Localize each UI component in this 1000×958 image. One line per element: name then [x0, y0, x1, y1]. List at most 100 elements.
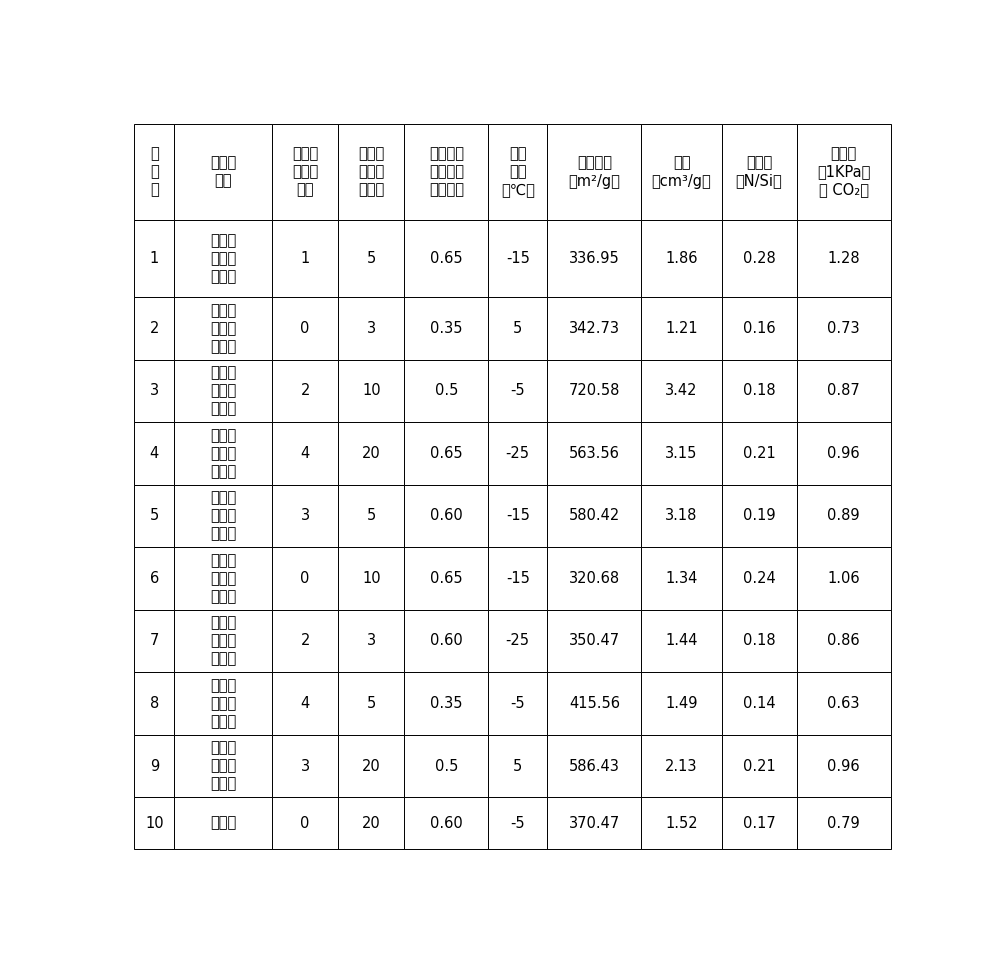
Text: 320.68: 320.68 — [569, 571, 620, 586]
Bar — [722, 547, 797, 609]
Text: 2: 2 — [300, 383, 310, 399]
Bar — [174, 124, 272, 220]
Bar — [797, 735, 891, 797]
Text: 氨基硬氧
烷与硬氧
烷摸尔比: 氨基硬氧 烷与硬氧 烷摸尔比 — [429, 147, 464, 197]
Text: 8: 8 — [150, 696, 159, 711]
Text: 720.58: 720.58 — [569, 383, 620, 399]
Text: 415.56: 415.56 — [569, 696, 620, 711]
Bar — [547, 673, 641, 735]
Bar — [338, 220, 404, 297]
Text: 2: 2 — [300, 633, 310, 649]
Bar — [404, 609, 488, 673]
Text: 0: 0 — [300, 321, 310, 336]
Bar — [134, 547, 174, 609]
Bar — [174, 797, 272, 849]
Text: 5: 5 — [150, 509, 159, 523]
Text: 0.65: 0.65 — [430, 251, 463, 266]
Bar — [797, 673, 891, 735]
Bar — [404, 673, 488, 735]
Text: 比表面积
（m²/g）: 比表面积 （m²/g） — [568, 155, 620, 189]
Text: 5: 5 — [513, 321, 522, 336]
Bar — [272, 124, 338, 220]
Bar — [722, 220, 797, 297]
Bar — [488, 359, 547, 422]
Bar — [547, 485, 641, 547]
Bar — [488, 220, 547, 297]
Bar — [641, 609, 722, 673]
Bar — [272, 297, 338, 359]
Text: 0.60: 0.60 — [430, 633, 463, 649]
Bar — [404, 422, 488, 485]
Bar — [488, 609, 547, 673]
Text: 0: 0 — [300, 571, 310, 586]
Bar — [134, 797, 174, 849]
Text: 9: 9 — [150, 759, 159, 773]
Bar — [338, 422, 404, 485]
Bar — [134, 485, 174, 547]
Text: 0.86: 0.86 — [827, 633, 860, 649]
Text: 6: 6 — [150, 571, 159, 586]
Bar — [174, 297, 272, 359]
Bar — [547, 422, 641, 485]
Text: 氨丙基
三乙氧
基硬烷: 氨丙基 三乙氧 基硬烷 — [210, 490, 236, 541]
Bar — [488, 673, 547, 735]
Text: 1: 1 — [150, 251, 159, 266]
Bar — [134, 609, 174, 673]
Text: 0.28: 0.28 — [743, 251, 775, 266]
Text: 7: 7 — [150, 633, 159, 649]
Text: 0.79: 0.79 — [827, 815, 860, 831]
Text: 孔容
（cm³/g）: 孔容 （cm³/g） — [652, 155, 711, 189]
Text: 0.5: 0.5 — [435, 383, 458, 399]
Text: 1.06: 1.06 — [827, 571, 860, 586]
Bar — [797, 485, 891, 547]
Bar — [488, 422, 547, 485]
Bar — [404, 547, 488, 609]
Bar — [488, 124, 547, 220]
Bar — [338, 297, 404, 359]
Text: -25: -25 — [506, 633, 530, 649]
Text: 342.73: 342.73 — [569, 321, 620, 336]
Text: 0.35: 0.35 — [430, 321, 463, 336]
Text: 0.96: 0.96 — [827, 759, 860, 773]
Bar — [641, 673, 722, 735]
Bar — [722, 485, 797, 547]
Bar — [338, 485, 404, 547]
Bar — [797, 547, 891, 609]
Text: 1.34: 1.34 — [665, 571, 698, 586]
Bar — [272, 359, 338, 422]
Bar — [488, 297, 547, 359]
Text: -5: -5 — [510, 383, 525, 399]
Bar — [488, 735, 547, 797]
Text: 乙醇与
硬氧烷
摸尔比: 乙醇与 硬氧烷 摸尔比 — [358, 147, 384, 197]
Text: 0.35: 0.35 — [430, 696, 463, 711]
Text: 氨丙基
三乙氧
基硬烷: 氨丙基 三乙氧 基硬烷 — [210, 428, 236, 479]
Bar — [404, 220, 488, 297]
Text: 0.17: 0.17 — [743, 815, 775, 831]
Bar — [547, 124, 641, 220]
Bar — [547, 359, 641, 422]
Bar — [722, 124, 797, 220]
Bar — [272, 609, 338, 673]
Text: 0.87: 0.87 — [827, 383, 860, 399]
Bar — [134, 297, 174, 359]
Bar — [404, 485, 488, 547]
Bar — [404, 297, 488, 359]
Text: 0.19: 0.19 — [743, 509, 775, 523]
Bar — [641, 297, 722, 359]
Text: 4: 4 — [300, 446, 310, 461]
Bar — [338, 735, 404, 797]
Text: 0.60: 0.60 — [430, 509, 463, 523]
Bar — [722, 609, 797, 673]
Text: 3: 3 — [150, 383, 159, 399]
Text: 3: 3 — [367, 321, 376, 336]
Bar — [641, 220, 722, 297]
Bar — [797, 359, 891, 422]
Text: 0.65: 0.65 — [430, 571, 463, 586]
Text: 336.95: 336.95 — [569, 251, 620, 266]
Text: 氨丙基
三甲氧
基硬烷: 氨丙基 三甲氧 基硬烷 — [210, 741, 236, 791]
Text: -25: -25 — [506, 446, 530, 461]
Text: -15: -15 — [506, 571, 530, 586]
Text: 4: 4 — [300, 696, 310, 711]
Text: 0.96: 0.96 — [827, 446, 860, 461]
Bar — [797, 220, 891, 297]
